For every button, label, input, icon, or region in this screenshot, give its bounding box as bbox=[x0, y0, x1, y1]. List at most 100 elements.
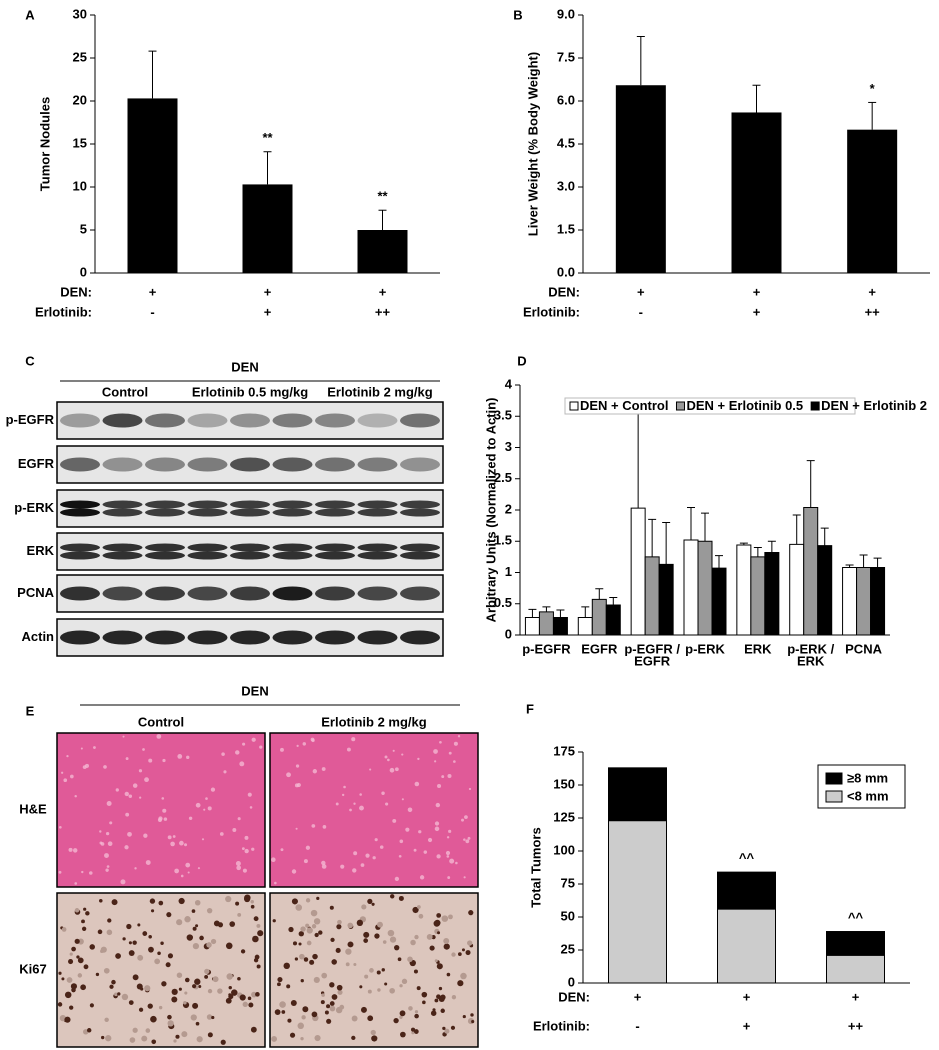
blot-band bbox=[315, 413, 355, 428]
nucleus bbox=[253, 916, 259, 922]
tissue-speck bbox=[436, 854, 441, 859]
nucleus bbox=[105, 1035, 112, 1042]
tissue-speck bbox=[106, 865, 110, 868]
nucleus bbox=[426, 934, 433, 940]
nucleus bbox=[337, 919, 342, 925]
blot-band bbox=[187, 551, 228, 560]
blot-band bbox=[357, 500, 398, 509]
tissue-speck bbox=[446, 855, 450, 858]
tissue-speck bbox=[74, 882, 78, 885]
tissue-speck bbox=[210, 787, 216, 792]
nucleus bbox=[142, 931, 148, 936]
nucleus bbox=[326, 1018, 332, 1024]
nucleus bbox=[157, 951, 161, 956]
nucleus bbox=[250, 904, 255, 909]
tissue-speck bbox=[398, 854, 402, 858]
tissue-speck bbox=[401, 753, 404, 756]
tissue-speck bbox=[203, 808, 206, 811]
tissue-speck bbox=[124, 845, 129, 850]
nucleus bbox=[356, 919, 364, 927]
tissue-speck bbox=[145, 860, 151, 865]
condition-value: - bbox=[635, 1018, 639, 1033]
tissue-speck bbox=[251, 847, 255, 851]
nucleus bbox=[295, 904, 303, 911]
tissue-speck bbox=[418, 830, 422, 834]
nucleus bbox=[363, 938, 369, 943]
nucleus bbox=[171, 988, 178, 995]
nucleus bbox=[83, 907, 87, 911]
nucleus bbox=[360, 1006, 367, 1013]
y-tick-label: 150 bbox=[553, 776, 575, 791]
y-tick-label: 30 bbox=[73, 6, 87, 21]
bar bbox=[524, 617, 540, 636]
nucleus bbox=[207, 988, 213, 994]
nucleus bbox=[448, 914, 453, 920]
nucleus bbox=[300, 979, 304, 983]
nucleus bbox=[194, 899, 201, 906]
tissue-speck bbox=[413, 848, 417, 852]
condition-value: + bbox=[753, 304, 761, 319]
tissue-speck bbox=[291, 869, 297, 874]
nucleus bbox=[306, 940, 312, 946]
nucleus bbox=[166, 912, 172, 918]
nucleus bbox=[311, 924, 317, 929]
tissue-speck bbox=[419, 875, 425, 880]
condition-value: + bbox=[743, 989, 751, 1004]
tissue-speck bbox=[241, 847, 245, 851]
tissue-speck bbox=[286, 772, 291, 778]
nucleus bbox=[331, 994, 338, 1000]
x-tick-label: EGFR bbox=[634, 653, 671, 668]
tissue-speck bbox=[448, 751, 452, 755]
tissue-speck bbox=[138, 769, 143, 773]
nucleus bbox=[367, 1015, 374, 1022]
nucleus bbox=[141, 1035, 148, 1042]
y-tick-label: 7.5 bbox=[557, 49, 575, 64]
y-tick-label: 50 bbox=[561, 908, 575, 923]
nucleus bbox=[255, 992, 260, 997]
nucleus bbox=[272, 919, 276, 923]
tissue-speck bbox=[207, 806, 212, 811]
condition-value: + bbox=[868, 284, 876, 299]
tissue-speck bbox=[197, 867, 201, 870]
nucleus bbox=[207, 1032, 213, 1038]
tissue-speck bbox=[72, 848, 78, 853]
nucleus bbox=[95, 972, 100, 977]
tissue-speck bbox=[447, 774, 452, 779]
blot-band bbox=[102, 630, 143, 645]
nucleus bbox=[299, 953, 305, 960]
tissue-speck bbox=[244, 835, 249, 840]
nucleus bbox=[401, 978, 408, 985]
nucleus bbox=[321, 993, 325, 997]
nucleus bbox=[176, 972, 183, 978]
blot-row-label: ERK bbox=[27, 543, 55, 558]
nucleus bbox=[69, 1005, 74, 1010]
nucleus bbox=[204, 968, 210, 975]
nucleus bbox=[160, 941, 164, 945]
tissue-speck bbox=[232, 828, 237, 832]
nucleus bbox=[316, 896, 320, 900]
tissue-speck bbox=[384, 755, 388, 759]
nucleus bbox=[206, 1014, 213, 1020]
nucleus bbox=[438, 986, 443, 991]
tissue-speck bbox=[385, 802, 389, 806]
nucleus bbox=[376, 970, 381, 975]
nucleus bbox=[210, 938, 217, 945]
nucleus bbox=[345, 948, 352, 955]
nucleus bbox=[289, 1032, 296, 1038]
nucleus bbox=[128, 950, 135, 956]
nucleus bbox=[173, 1039, 177, 1043]
tissue-speck bbox=[280, 747, 284, 752]
tissue-speck bbox=[310, 737, 315, 742]
nucleus bbox=[320, 1000, 325, 1005]
nucleus bbox=[111, 899, 118, 906]
tissue-speck bbox=[221, 752, 225, 756]
tissue-speck bbox=[259, 745, 263, 749]
nucleus bbox=[137, 923, 141, 927]
tissue-speck bbox=[124, 791, 129, 797]
nucleus bbox=[145, 1028, 151, 1033]
blot-band bbox=[60, 500, 100, 509]
nucleus bbox=[158, 1005, 163, 1010]
nucleus bbox=[80, 984, 86, 991]
tissue-speck bbox=[235, 860, 241, 866]
nucleus bbox=[217, 922, 224, 928]
